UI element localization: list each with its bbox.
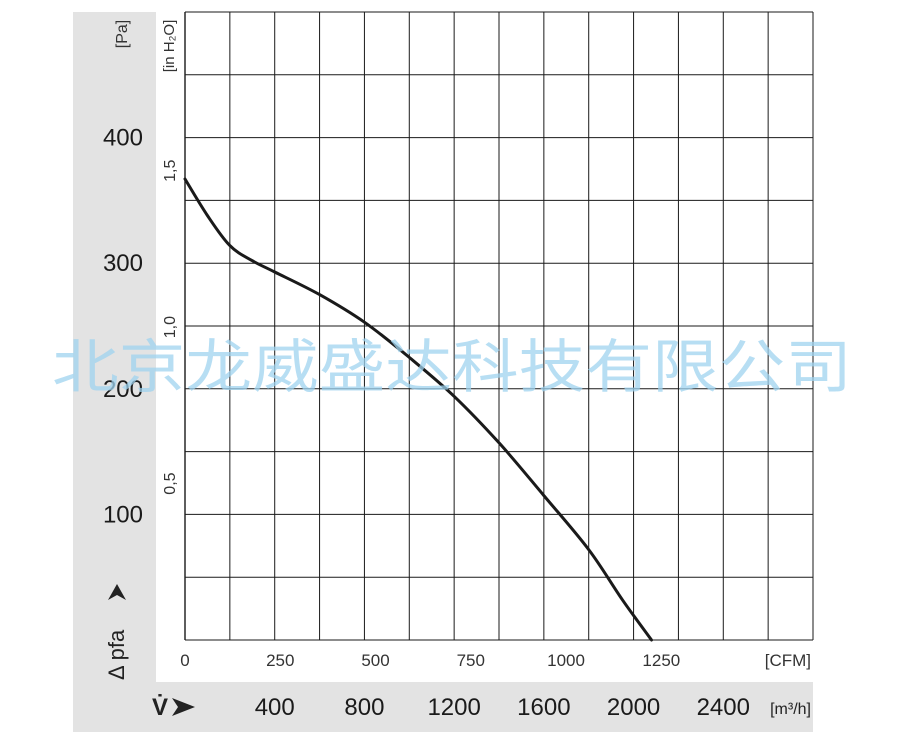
watermark-text: 北京龙威盛达科技有限公司 (52, 335, 852, 400)
grid-lines (184, 11, 814, 641)
pa-tick-labels: 100 200 300 400 (103, 125, 143, 529)
inh2o-tick-label: 1,5 (162, 159, 179, 181)
y-axis-title: Δ pfa (104, 584, 129, 680)
m3h-tick-label: 2000 (607, 694, 660, 721)
cfm-tick-label: 1000 (547, 651, 585, 670)
pa-tick-label: 100 (103, 501, 143, 528)
cfm-tick-labels: 0 250 500 750 1000 1250 (180, 651, 680, 670)
series-line (183, 177, 653, 642)
y-axis-title-text: Δ pfa (104, 629, 129, 680)
m3h-tick-label: 800 (344, 694, 384, 721)
y-axis-arrow-icon (108, 584, 126, 600)
cfm-tick-label: 0 (180, 651, 189, 670)
flow-symbol: V̇ (152, 694, 168, 721)
m3h-tick-labels: 400 800 1200 1600 2000 2400 (255, 694, 750, 721)
m3h-unit-label: [m³/h] (770, 701, 811, 718)
m3h-tick-label: 400 (255, 694, 295, 721)
pa-tick-label: 300 (103, 250, 143, 277)
cfm-tick-label: 1250 (642, 651, 680, 670)
left-axis-band (73, 12, 156, 682)
m3h-tick-label: 1200 (427, 694, 480, 721)
cfm-tick-label: 750 (457, 651, 485, 670)
cfm-tick-label: 500 (361, 651, 389, 670)
pa-tick-label: 400 (103, 125, 143, 152)
m3h-tick-label: 2400 (697, 694, 750, 721)
m3h-tick-label: 1600 (517, 694, 570, 721)
pa-tick-label: 200 (103, 376, 143, 403)
bottom-axis-band (73, 682, 813, 732)
plot-area (183, 11, 814, 642)
inh2o-tick-labels: 0,5 1,0 1,5 (162, 159, 179, 494)
cfm-unit-label: [CFM] (765, 651, 811, 670)
flow-arrow-icon (172, 698, 195, 716)
cfm-tick-label: 250 (266, 651, 294, 670)
pa-unit-label: [Pa] (114, 20, 131, 48)
inh2o-tick-label: 1,0 (162, 316, 179, 338)
inh2o-unit-label: [in H₂O] (161, 20, 178, 73)
inh2o-tick-label: 0,5 (162, 472, 179, 494)
